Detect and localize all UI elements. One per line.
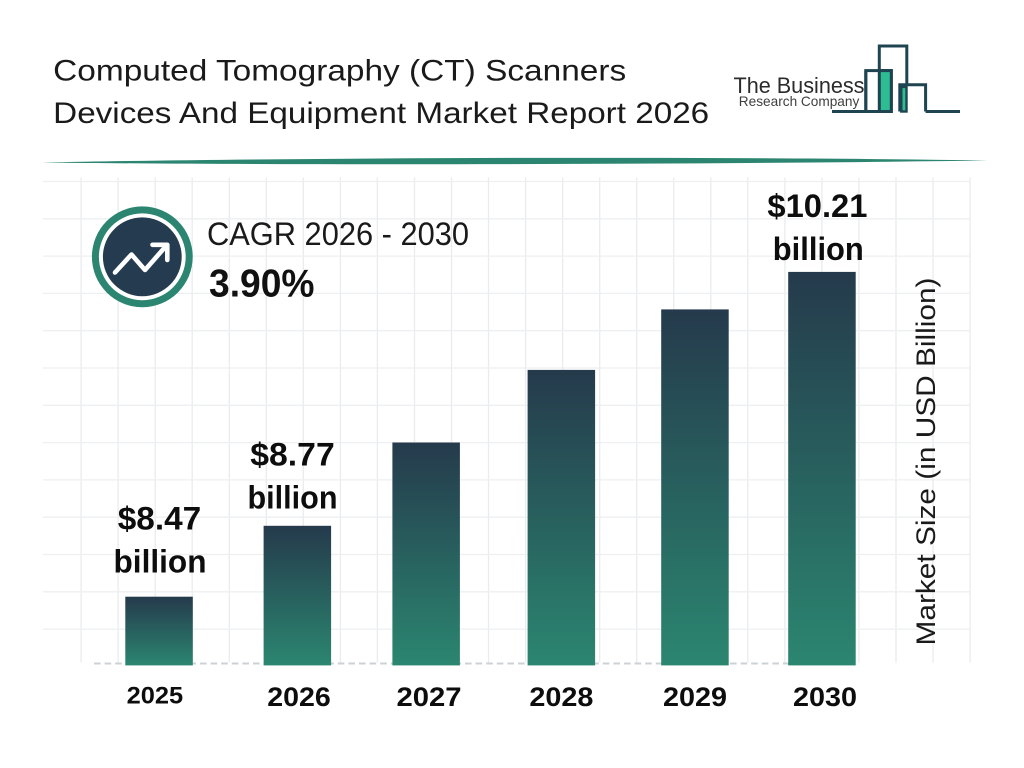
- svg-text:2025: 2025: [127, 683, 184, 710]
- svg-text:$8.77: $8.77: [250, 437, 335, 473]
- svg-text:$8.47: $8.47: [118, 500, 202, 536]
- svg-text:2027: 2027: [397, 682, 462, 712]
- svg-text:Research Company: Research Company: [739, 93, 860, 109]
- svg-text:2026: 2026: [267, 682, 331, 712]
- svg-text:Computed Tomography (CT) Scann: Computed Tomography (CT) Scanners: [53, 55, 626, 88]
- svg-text:billion: billion: [773, 231, 864, 267]
- svg-text:billion: billion: [114, 543, 207, 579]
- svg-text:3.90%: 3.90%: [209, 262, 315, 305]
- svg-text:Market Size (in USD Billion): Market Size (in USD Billion): [911, 278, 941, 646]
- svg-text:2028: 2028: [529, 682, 593, 712]
- svg-text:$10.21: $10.21: [767, 188, 867, 224]
- svg-text:2029: 2029: [663, 682, 727, 712]
- svg-text:Devices And Equipment Market R: Devices And Equipment Market Report 2026: [53, 97, 709, 130]
- svg-text:billion: billion: [248, 480, 338, 516]
- svg-text:CAGR 2026 - 2030: CAGR 2026 - 2030: [207, 216, 469, 252]
- svg-text:2030: 2030: [793, 682, 857, 712]
- svg-text:The Business: The Business: [734, 73, 865, 98]
